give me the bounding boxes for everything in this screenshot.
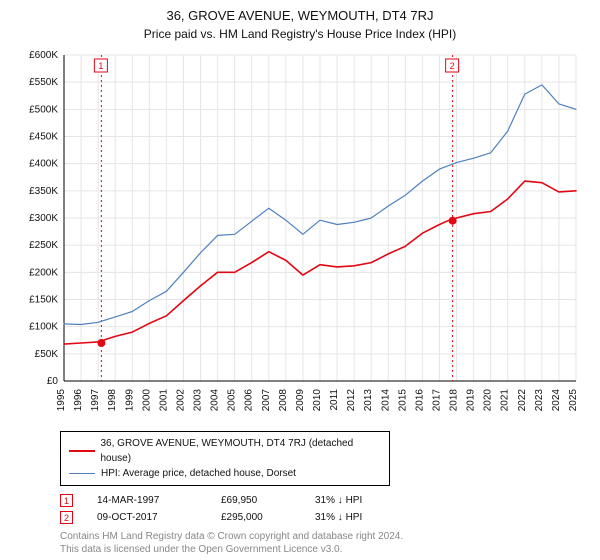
footnote-line-2: This data is licensed under the Open Gov…	[60, 543, 584, 556]
footnote: Contains HM Land Registry data © Crown c…	[60, 530, 584, 556]
svg-text:2020: 2020	[483, 389, 494, 412]
svg-text:£450K: £450K	[29, 132, 58, 143]
legend-swatch-price-paid	[69, 450, 95, 452]
svg-text:£250K: £250K	[29, 240, 58, 251]
svg-text:1998: 1998	[107, 389, 118, 412]
svg-text:£300K: £300K	[29, 213, 58, 224]
svg-text:2009: 2009	[295, 389, 306, 412]
svg-text:2011: 2011	[329, 389, 340, 411]
svg-text:2003: 2003	[193, 389, 204, 412]
svg-text:£600K: £600K	[29, 50, 58, 61]
svg-text:1996: 1996	[73, 389, 84, 412]
svg-text:1999: 1999	[124, 389, 135, 412]
svg-text:2010: 2010	[312, 389, 323, 412]
marker-row-1: 1 14-MAR-1997 £69,950 31% ↓ HPI	[60, 494, 584, 507]
footnote-line-1: Contains HM Land Registry data © Crown c…	[60, 530, 584, 543]
svg-text:2022: 2022	[517, 389, 528, 412]
svg-text:2012: 2012	[346, 389, 357, 412]
svg-text:2015: 2015	[397, 389, 408, 412]
svg-text:£100K: £100K	[29, 322, 58, 333]
svg-text:£400K: £400K	[29, 159, 58, 170]
svg-text:2007: 2007	[261, 389, 272, 412]
legend: 36, GROVE AVENUE, WEYMOUTH, DT4 7RJ (det…	[60, 431, 390, 486]
svg-text:2006: 2006	[244, 389, 255, 412]
marker-price-2: £295,000	[221, 512, 291, 523]
svg-text:2017: 2017	[431, 389, 442, 412]
svg-text:2001: 2001	[158, 389, 169, 412]
marker-pct-2: 31% ↓ HPI	[315, 512, 405, 523]
svg-text:2023: 2023	[534, 389, 545, 412]
svg-text:2013: 2013	[363, 389, 374, 412]
svg-text:£350K: £350K	[29, 186, 58, 197]
marker-chip-2: 2	[60, 511, 73, 524]
svg-text:£550K: £550K	[29, 77, 58, 88]
svg-text:2019: 2019	[466, 389, 477, 412]
svg-text:£500K: £500K	[29, 104, 58, 115]
svg-text:2004: 2004	[210, 389, 221, 412]
svg-text:2014: 2014	[380, 389, 391, 412]
marker-pct-1: 31% ↓ HPI	[315, 495, 405, 506]
chart-subtitle: Price paid vs. HM Land Registry's House …	[16, 27, 584, 41]
svg-text:2016: 2016	[414, 389, 425, 412]
svg-text:2021: 2021	[500, 389, 511, 412]
legend-label-price-paid: 36, GROVE AVENUE, WEYMOUTH, DT4 7RJ (det…	[101, 436, 382, 466]
svg-text:2005: 2005	[227, 389, 238, 412]
svg-text:£200K: £200K	[29, 267, 58, 278]
marker-date-1: 14-MAR-1997	[97, 495, 197, 506]
marker-table: 1 14-MAR-1997 £69,950 31% ↓ HPI 2 09-OCT…	[60, 494, 584, 524]
svg-text:2: 2	[450, 61, 455, 71]
legend-label-hpi: HPI: Average price, detached house, Dors…	[101, 466, 296, 481]
svg-text:2008: 2008	[278, 389, 289, 412]
svg-text:£0: £0	[47, 376, 59, 387]
marker-date-2: 09-OCT-2017	[97, 512, 197, 523]
svg-text:2025: 2025	[568, 389, 579, 412]
svg-text:2024: 2024	[551, 389, 562, 412]
legend-row-hpi: HPI: Average price, detached house, Dors…	[69, 466, 381, 481]
svg-text:£50K: £50K	[35, 349, 59, 360]
svg-text:2000: 2000	[141, 389, 152, 412]
svg-text:1997: 1997	[90, 389, 101, 412]
svg-text:£150K: £150K	[29, 295, 58, 306]
legend-swatch-hpi	[69, 473, 95, 474]
svg-text:1: 1	[98, 61, 103, 71]
legend-row-price-paid: 36, GROVE AVENUE, WEYMOUTH, DT4 7RJ (det…	[69, 436, 381, 466]
chart-title: 36, GROVE AVENUE, WEYMOUTH, DT4 7RJ	[16, 8, 584, 23]
marker-price-1: £69,950	[221, 495, 291, 506]
svg-text:1995: 1995	[56, 389, 67, 412]
chart-svg: £0 £50K £100K £150K £200K £250K £300K £350K £400…	[16, 49, 584, 419]
svg-text:2002: 2002	[175, 389, 186, 412]
chart-area: £0 £50K £100K £150K £200K £250K £300K £350K £400…	[16, 49, 584, 419]
marker-chip-1: 1	[60, 494, 73, 507]
marker-row-2: 2 09-OCT-2017 £295,000 31% ↓ HPI	[60, 511, 584, 524]
svg-text:2018: 2018	[449, 389, 460, 412]
